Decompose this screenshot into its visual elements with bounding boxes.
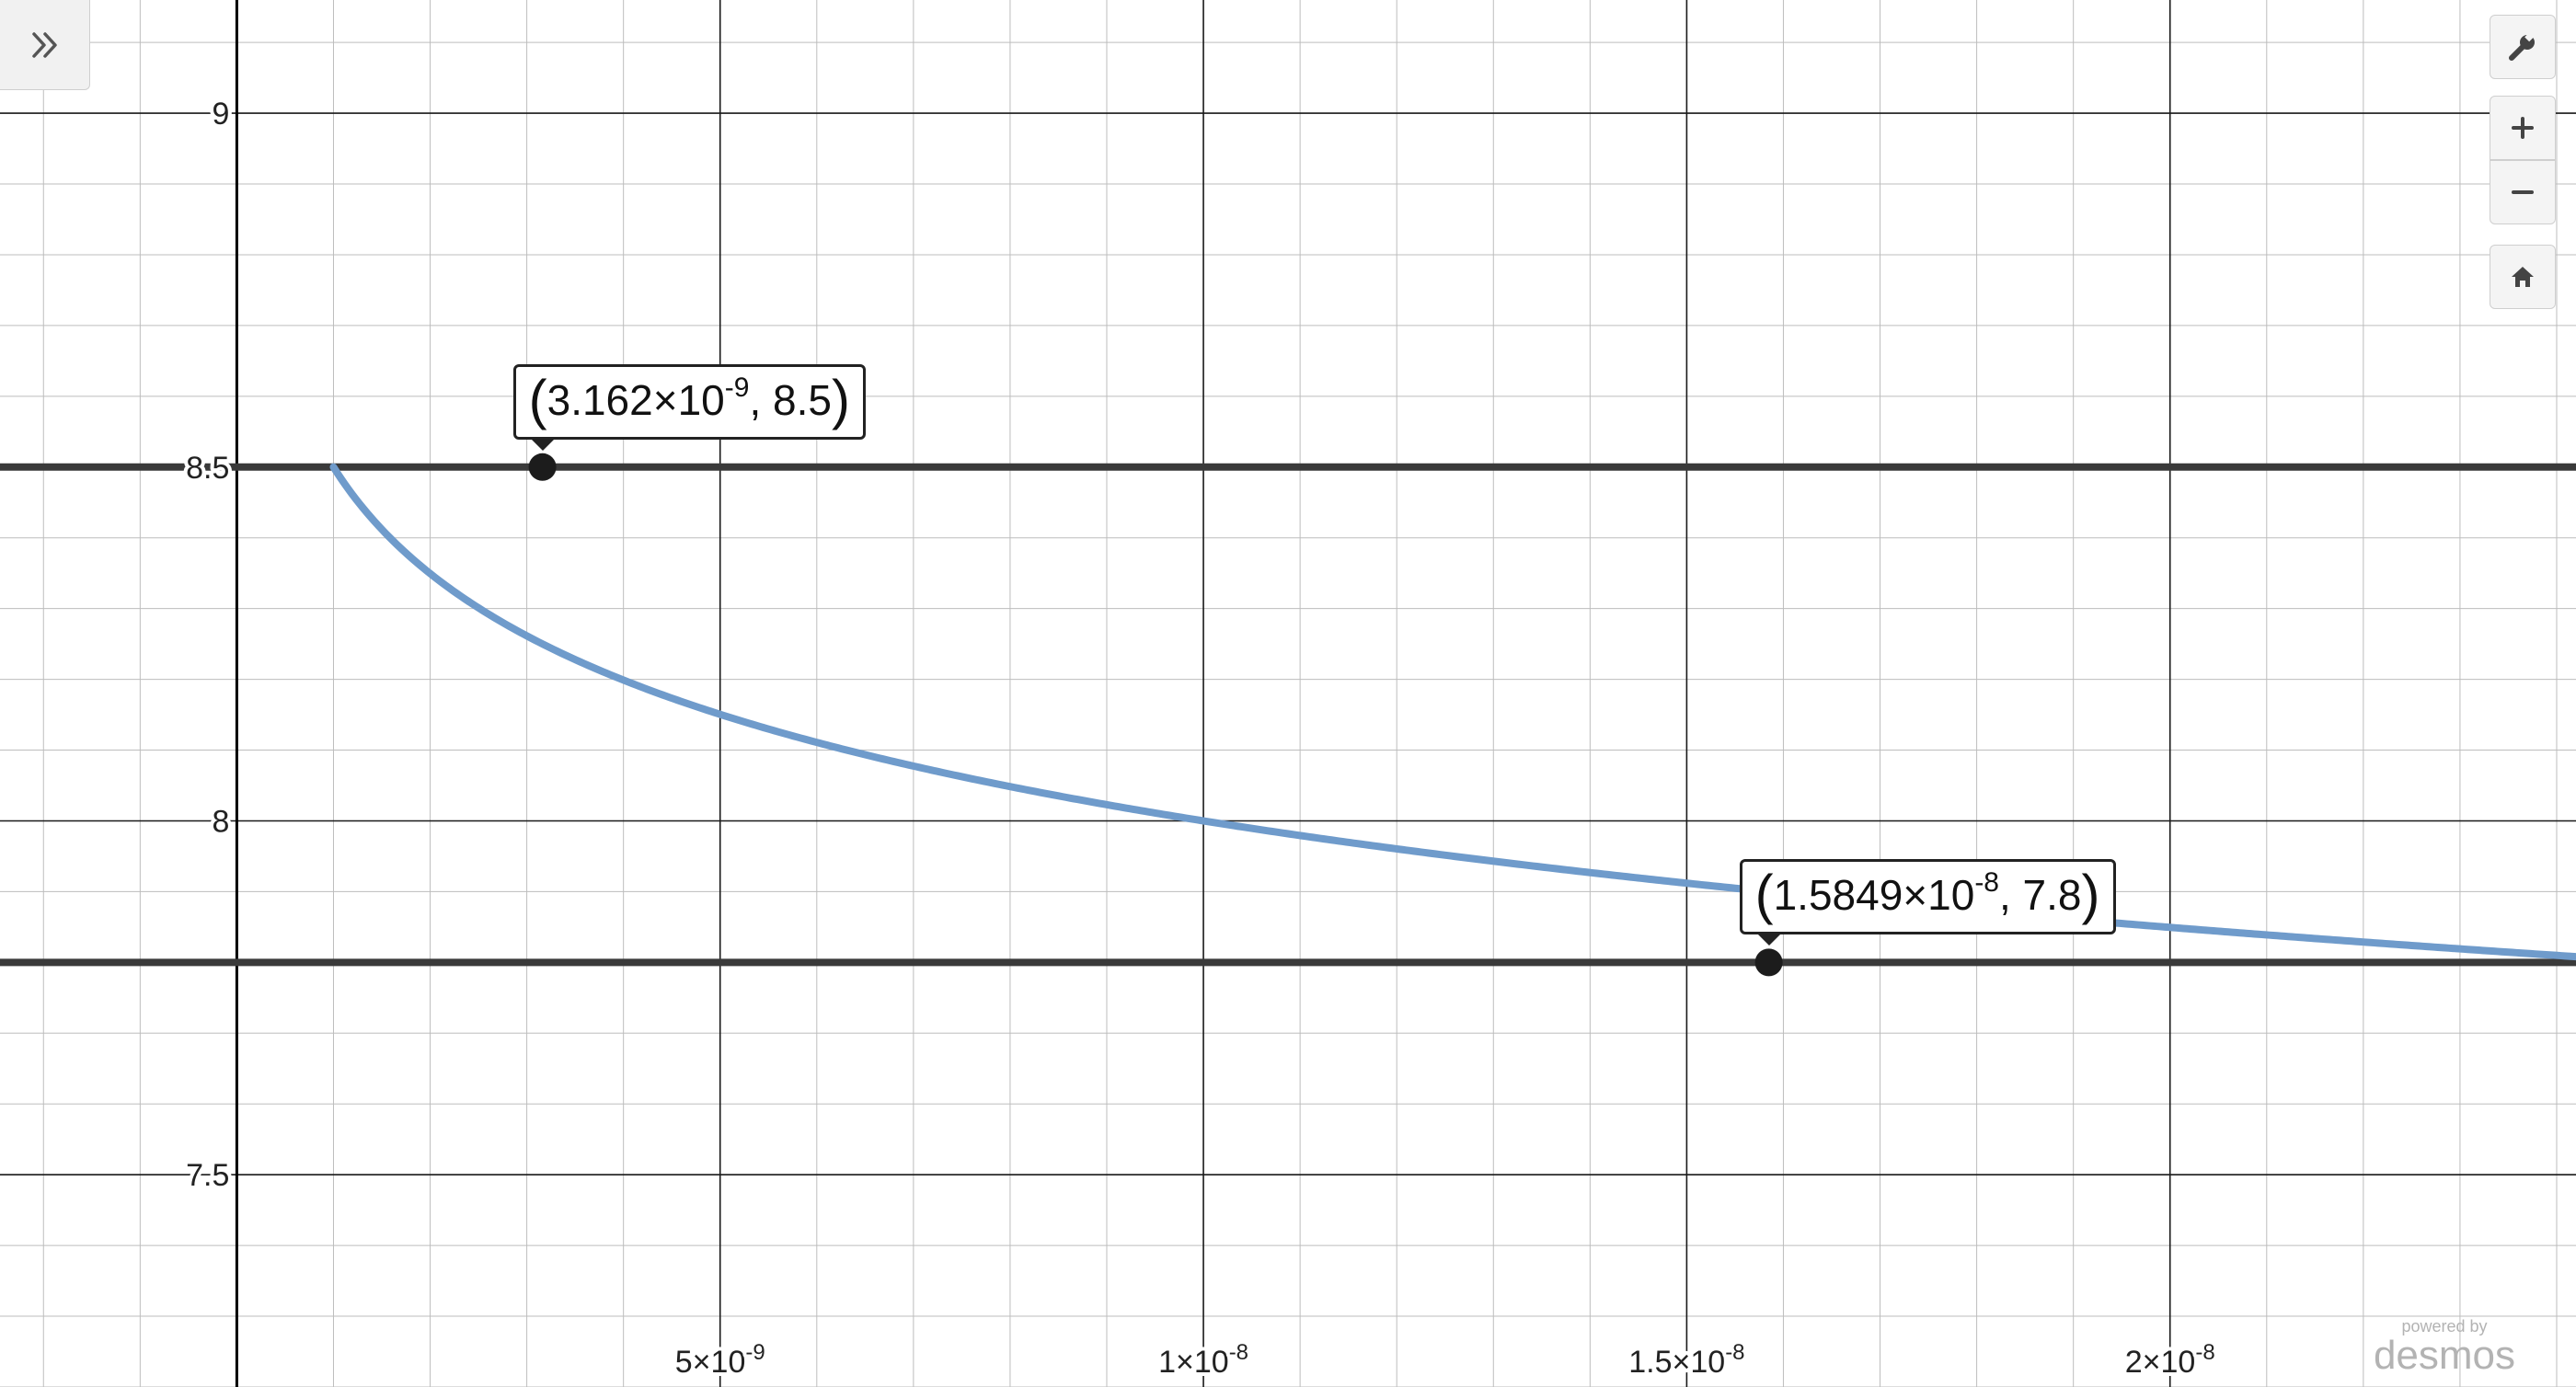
x-tick-label: 1×10-8: [1158, 1340, 1248, 1380]
point-coordinate-label: (3.162×10-9, 8.5): [512, 363, 866, 440]
home-icon: [2512, 267, 2534, 287]
double-chevron-right-icon: [31, 31, 57, 58]
desmos-branding: powered by desmos: [2370, 1317, 2519, 1376]
powered-by-text: powered by: [2401, 1317, 2488, 1335]
minus-icon: [2512, 190, 2534, 194]
horizontal-lines: [0, 463, 2576, 967]
y-tick-label: 8.5: [186, 451, 229, 486]
point-marker[interactable]: [528, 453, 557, 481]
graph-settings-button[interactable]: [2490, 15, 2556, 79]
point-marker[interactable]: [1754, 948, 1783, 977]
y-tick-label: 7.5: [186, 1158, 229, 1193]
default-viewport-button[interactable]: [2490, 245, 2556, 309]
desmos-logo: desmos: [2373, 1333, 2516, 1378]
point-coordinate-label: (1.5849×10-8, 7.8): [1739, 859, 2116, 935]
curve: [329, 463, 2576, 961]
tick-labels: 9 8.5 8 7.5 5×10-9 1×10-8 1.5×10-8 2×10-8: [182, 93, 2219, 1383]
expand-expression-list-button[interactable]: [0, 0, 90, 90]
zoom-out-button[interactable]: [2490, 160, 2556, 224]
curve-line: [329, 463, 2576, 961]
y-tick-label: 9: [212, 97, 229, 132]
wrench-icon: [2509, 31, 2535, 61]
plus-icon: [2512, 117, 2534, 139]
label-pointer: [1757, 934, 1780, 946]
label-pointer: [531, 439, 554, 451]
zoom-in-button[interactable]: [2490, 96, 2556, 160]
x-tick-label: 1.5×10-8: [1628, 1340, 1744, 1380]
y-tick-label: 8: [212, 804, 229, 839]
x-tick-label: 5×10-9: [675, 1340, 765, 1380]
points: [528, 453, 1783, 977]
x-tick-label: 2×10-8: [2125, 1340, 2215, 1380]
